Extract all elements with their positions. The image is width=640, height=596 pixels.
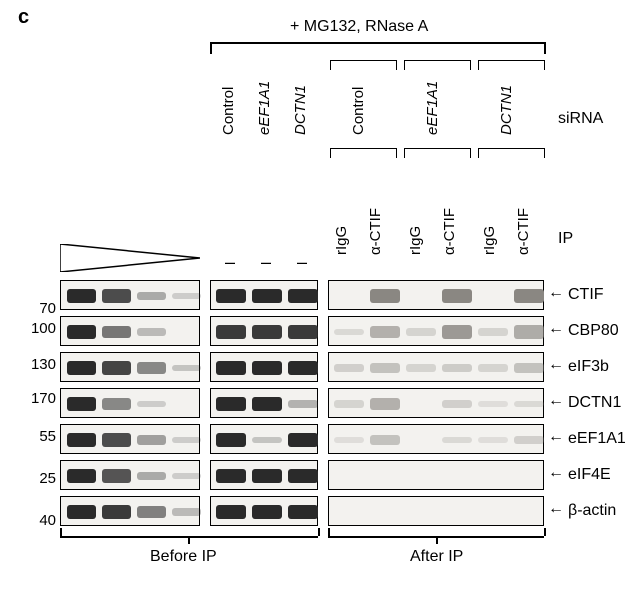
bracket-top bbox=[210, 42, 544, 44]
mw-2: 100 bbox=[26, 320, 56, 337]
bottom-br-right-l bbox=[328, 528, 330, 536]
arrow-icon: ← bbox=[548, 500, 564, 518]
blot-panel bbox=[60, 460, 200, 490]
arrow-icon: ← bbox=[548, 464, 564, 482]
blot-panel bbox=[60, 388, 200, 418]
mw-6: 25 bbox=[26, 470, 56, 487]
blot-panel bbox=[210, 496, 318, 526]
ip-col-3: rIgG bbox=[407, 200, 424, 255]
bottom-br-left-r bbox=[318, 528, 320, 536]
ip-br-3r bbox=[544, 148, 545, 158]
blot-panel bbox=[210, 388, 318, 418]
sub-bracket-1l bbox=[330, 60, 331, 70]
blot-panel bbox=[210, 460, 318, 490]
blot-panel bbox=[60, 424, 200, 454]
bracket-top-r bbox=[544, 42, 546, 54]
protein-label: eIF3b bbox=[568, 358, 609, 376]
ip-col-5: rIgG bbox=[481, 200, 498, 255]
ip-col-2: α-CTIF bbox=[367, 200, 384, 255]
blot-panel bbox=[60, 280, 200, 310]
bottom-left-label: Before IP bbox=[150, 548, 217, 566]
ip-col-6: α-CTIF bbox=[515, 200, 532, 255]
sirna-col-4: Control bbox=[350, 75, 367, 135]
arrow-icon: ← bbox=[548, 392, 564, 410]
dilution-triangle-icon bbox=[60, 244, 200, 272]
blot-panel bbox=[60, 316, 200, 346]
mw-5: 55 bbox=[26, 428, 56, 445]
blot-panel bbox=[210, 316, 318, 346]
blot-panel bbox=[328, 424, 544, 454]
blot-panel bbox=[328, 316, 544, 346]
sirna-col-3: DCTN1 bbox=[292, 75, 309, 135]
sirna-col-1: Control bbox=[220, 75, 237, 135]
protein-label: CBP80 bbox=[568, 322, 619, 340]
blot-panel bbox=[328, 460, 544, 490]
sub-bracket-3 bbox=[478, 60, 544, 61]
sirna-col-6: DCTN1 bbox=[498, 75, 515, 135]
blot-panel bbox=[328, 496, 544, 526]
mw-7: 40 bbox=[26, 512, 56, 529]
sub-bracket-1r bbox=[396, 60, 397, 70]
ip-col-1: rIgG bbox=[333, 200, 350, 255]
sirna-col-2: eEF1A1 bbox=[256, 75, 273, 135]
bracket-top-l bbox=[210, 42, 212, 54]
panel-letter: c bbox=[18, 6, 29, 29]
sub-bracket-3r bbox=[544, 60, 545, 70]
ip-col-4: α-CTIF bbox=[441, 200, 458, 255]
protein-label: β-actin bbox=[568, 502, 616, 520]
ip-br-1 bbox=[330, 148, 396, 149]
bottom-br-right-r bbox=[544, 528, 546, 536]
arrow-icon: ← bbox=[548, 356, 564, 374]
ip-br-1r bbox=[396, 148, 397, 158]
dash-3: – bbox=[297, 252, 307, 273]
blot-panel bbox=[210, 352, 318, 382]
sirna-title: siRNA bbox=[558, 110, 603, 128]
protein-label: eEF1A1 bbox=[568, 430, 626, 448]
mw-4: 170 bbox=[26, 390, 56, 407]
protein-label: CTIF bbox=[568, 286, 604, 304]
treatment-label: + MG132, RNase A bbox=[290, 18, 428, 36]
blot-panel bbox=[60, 352, 200, 382]
ip-br-2r bbox=[470, 148, 471, 158]
blot-panel bbox=[60, 496, 200, 526]
arrow-icon: ← bbox=[548, 428, 564, 446]
sub-bracket-1 bbox=[330, 60, 396, 61]
sub-bracket-2l bbox=[404, 60, 405, 70]
sub-bracket-2 bbox=[404, 60, 470, 61]
arrow-icon: ← bbox=[548, 284, 564, 302]
bottom-br-left-l bbox=[60, 528, 62, 536]
ip-br-1l bbox=[330, 148, 331, 158]
ip-br-3 bbox=[478, 148, 544, 149]
ip-br-2l bbox=[404, 148, 405, 158]
dash-2: – bbox=[261, 252, 271, 273]
blot-panel bbox=[328, 388, 544, 418]
ip-br-2 bbox=[404, 148, 470, 149]
bottom-br-left-c bbox=[188, 536, 190, 544]
mw-1: 70 bbox=[26, 300, 56, 317]
arrow-icon: ← bbox=[548, 320, 564, 338]
blot-panel bbox=[210, 280, 318, 310]
blot-panel bbox=[328, 352, 544, 382]
protein-label: DCTN1 bbox=[568, 394, 621, 412]
sub-bracket-2r bbox=[470, 60, 471, 70]
ip-title: IP bbox=[558, 230, 573, 248]
sub-bracket-3l bbox=[478, 60, 479, 70]
blot-panel bbox=[328, 280, 544, 310]
mw-3: 130 bbox=[26, 356, 56, 373]
dash-1: – bbox=[225, 252, 235, 273]
bottom-right-label: After IP bbox=[410, 548, 463, 566]
bottom-br-right-c bbox=[436, 536, 438, 544]
blot-panel bbox=[210, 424, 318, 454]
sirna-col-5: eEF1A1 bbox=[424, 75, 441, 135]
protein-label: eIF4E bbox=[568, 466, 611, 484]
ip-br-3l bbox=[478, 148, 479, 158]
